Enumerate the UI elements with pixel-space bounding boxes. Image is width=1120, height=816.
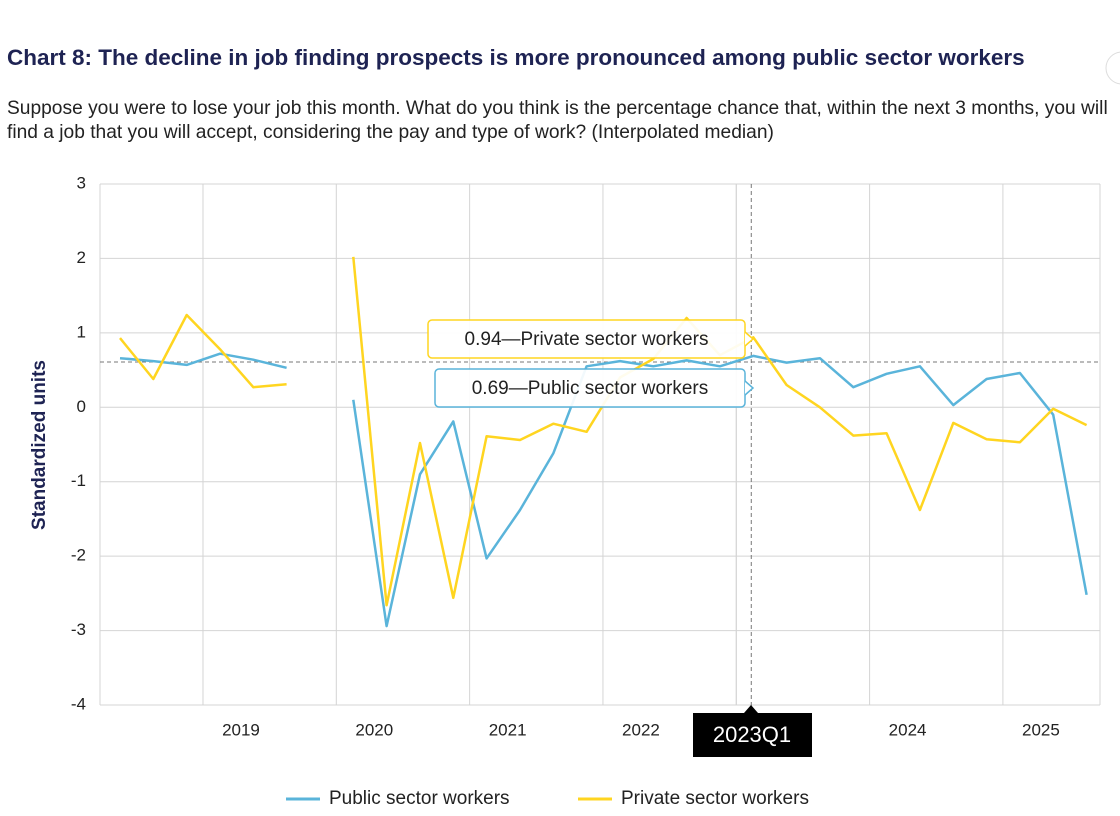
- x-tick-label: 2019: [222, 720, 260, 739]
- scroll-button[interactable]: [1105, 51, 1120, 85]
- crosshair-label: 2023Q1: [713, 722, 791, 747]
- crosshair-label-box: [693, 713, 812, 757]
- tooltip-pointer: [744, 331, 755, 347]
- tooltip-pointer: [744, 380, 755, 396]
- y-tick-label: -3: [71, 620, 86, 639]
- x-tick-label: 2022: [622, 720, 660, 739]
- y-axis-label: Standardized units: [29, 360, 50, 530]
- legend-label: Private sector workers: [621, 788, 809, 809]
- y-tick-label: 1: [77, 322, 86, 341]
- tooltip-text: 0.69—Public sector workers: [472, 378, 709, 399]
- chart-title: Chart 8: The decline in job finding pros…: [7, 45, 1025, 70]
- y-tick-label: 0: [77, 397, 86, 416]
- x-tick-label: 2020: [355, 720, 393, 739]
- y-tick-label: 2: [77, 248, 86, 267]
- y-tick-label: -4: [71, 694, 86, 713]
- x-tick-label: 2025: [1022, 720, 1060, 739]
- legend-label: Public sector workers: [329, 788, 510, 809]
- crosshair-label-pointer: [744, 705, 758, 713]
- x-tick-label: 2021: [489, 720, 527, 739]
- y-tick-label: 3: [77, 173, 86, 192]
- y-tick-label: -1: [71, 471, 86, 490]
- chart-subtitle: Suppose you were to lose your job this m…: [7, 98, 1108, 143]
- y-tick-label: -2: [71, 546, 86, 565]
- data-line: [119, 352, 1088, 628]
- x-tick-label: 2024: [889, 720, 927, 739]
- tooltip-text: 0.94—Private sector workers: [465, 329, 709, 350]
